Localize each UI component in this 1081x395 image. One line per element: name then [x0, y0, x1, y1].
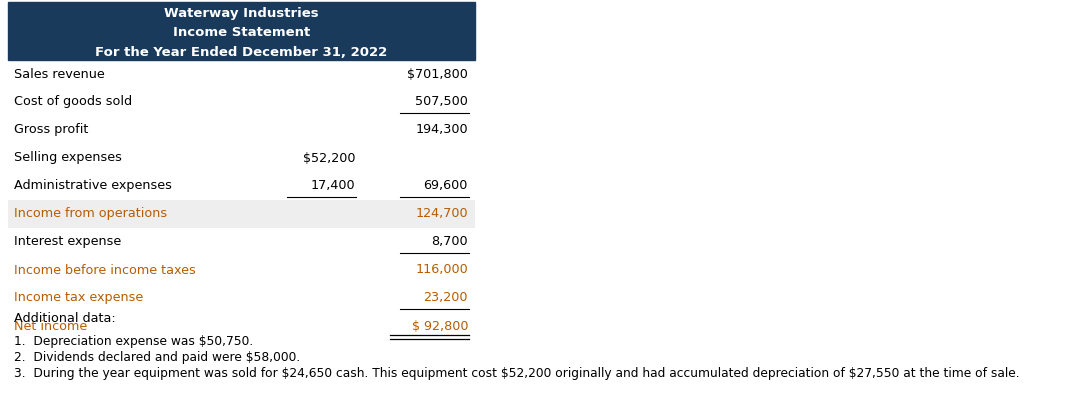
Text: Net income: Net income	[14, 320, 88, 333]
Text: Income from operations: Income from operations	[14, 207, 168, 220]
Text: 194,300: 194,300	[415, 124, 468, 137]
Text: Waterway Industries: Waterway Industries	[164, 7, 319, 20]
Text: Interest expense: Interest expense	[14, 235, 121, 248]
Text: 116,000: 116,000	[415, 263, 468, 276]
Text: Cost of goods sold: Cost of goods sold	[14, 96, 132, 109]
Text: 507,500: 507,500	[415, 96, 468, 109]
Text: 124,700: 124,700	[415, 207, 468, 220]
Bar	[8, 2, 475, 60]
Text: Additional data:: Additional data:	[14, 312, 116, 325]
Text: $ 92,800: $ 92,800	[412, 320, 468, 333]
Bar	[8, 200, 475, 228]
Text: Income tax expense: Income tax expense	[14, 292, 144, 305]
Text: 17,400: 17,400	[310, 179, 355, 192]
Text: 23,200: 23,200	[424, 292, 468, 305]
Text: Administrative expenses: Administrative expenses	[14, 179, 172, 192]
Text: Income before income taxes: Income before income taxes	[14, 263, 196, 276]
Text: $52,200: $52,200	[303, 152, 355, 164]
Text: Gross profit: Gross profit	[14, 124, 89, 137]
Text: 1.  Depreciation expense was $50,750.: 1. Depreciation expense was $50,750.	[14, 335, 253, 348]
Text: 2.  Dividends declared and paid were $58,000.: 2. Dividends declared and paid were $58,…	[14, 352, 301, 365]
Text: 8,700: 8,700	[431, 235, 468, 248]
Text: 3.  During the year equipment was sold for $24,650 cash. This equipment cost $52: 3. During the year equipment was sold fo…	[14, 367, 1019, 380]
Text: Income Statement: Income Statement	[173, 26, 310, 40]
Text: Sales revenue: Sales revenue	[14, 68, 105, 81]
Text: For the Year Ended December 31, 2022: For the Year Ended December 31, 2022	[95, 46, 388, 59]
Text: Selling expenses: Selling expenses	[14, 152, 122, 164]
Text: 69,600: 69,600	[424, 179, 468, 192]
Text: $701,800: $701,800	[408, 68, 468, 81]
